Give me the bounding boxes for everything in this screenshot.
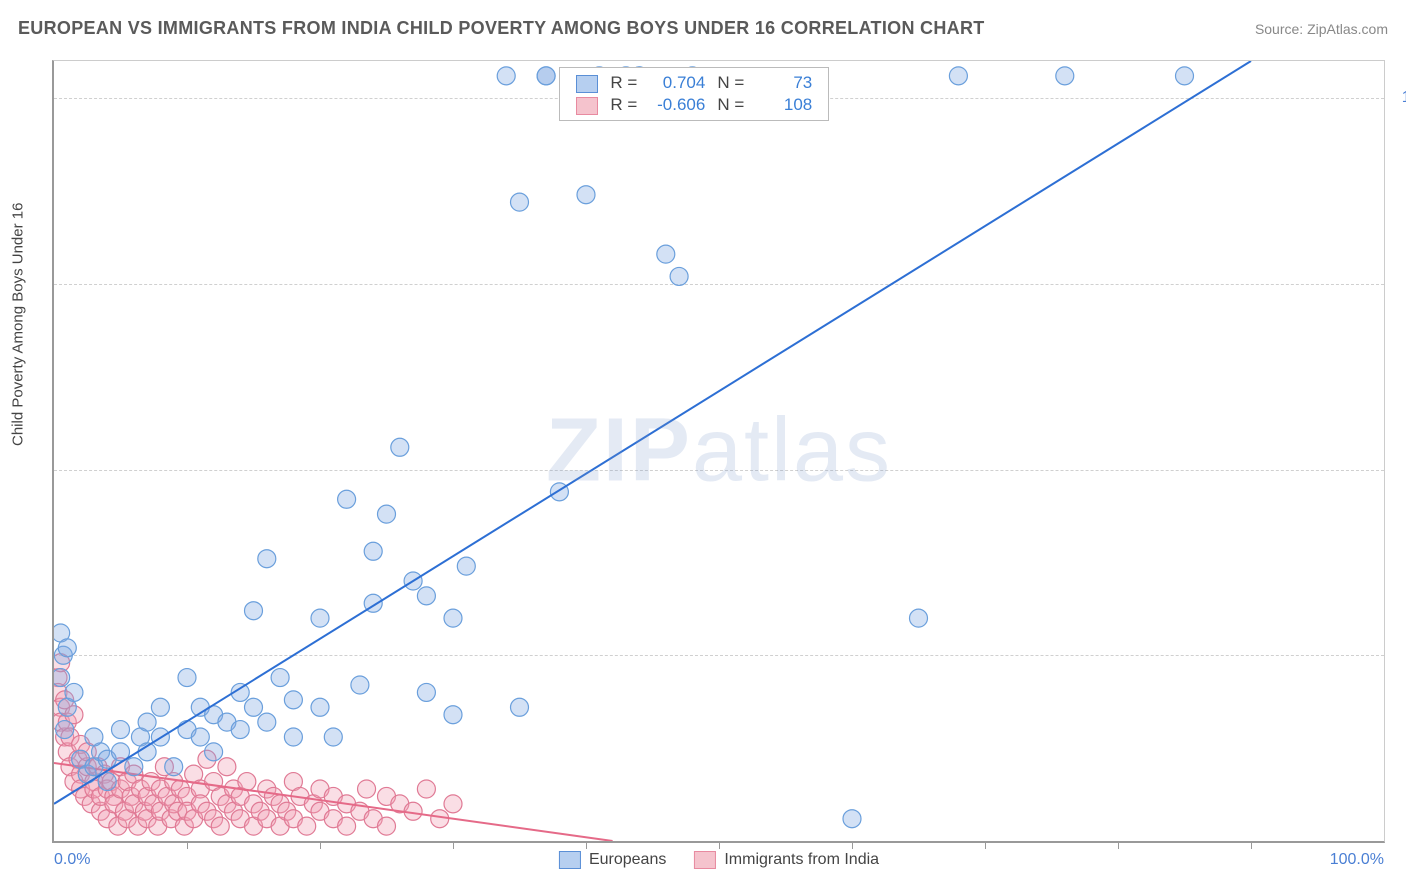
europeans-point bbox=[1176, 67, 1194, 85]
immigrants-point bbox=[218, 758, 236, 776]
n-label: N = bbox=[711, 72, 750, 94]
chart-title: EUROPEAN VS IMMIGRANTS FROM INDIA CHILD … bbox=[18, 18, 985, 39]
x-minor-tick bbox=[1118, 841, 1119, 849]
x-minor-tick bbox=[453, 841, 454, 849]
legend-label: Immigrants from India bbox=[724, 851, 879, 869]
europeans-point bbox=[511, 698, 529, 716]
europeans-point bbox=[151, 698, 169, 716]
y-tick-label: 100.0% bbox=[1402, 89, 1406, 107]
europeans-point bbox=[54, 669, 70, 687]
europeans-point bbox=[205, 743, 223, 761]
europeans-point bbox=[657, 245, 675, 263]
europeans-point bbox=[58, 639, 76, 657]
europeans-point bbox=[537, 67, 555, 85]
europeans-point bbox=[56, 721, 74, 739]
europeans-point bbox=[65, 683, 83, 701]
europeans-point bbox=[444, 706, 462, 724]
europeans-point bbox=[351, 676, 369, 694]
europeans-point bbox=[497, 67, 515, 85]
source-name: ZipAtlas.com bbox=[1307, 21, 1388, 37]
europeans-point bbox=[910, 609, 928, 627]
immigrants-point bbox=[358, 780, 376, 798]
series-legend-item: Immigrants from India bbox=[694, 851, 879, 869]
immigrants-point bbox=[298, 817, 316, 835]
immigrants-point bbox=[444, 795, 462, 813]
europeans-point bbox=[378, 505, 396, 523]
stats-legend: R = 0.704 N = 73 R = -0.606 N = 108 bbox=[559, 67, 829, 121]
europeans-point bbox=[311, 609, 329, 627]
legend-swatch bbox=[576, 75, 598, 93]
immigrants-point bbox=[338, 817, 356, 835]
europeans-point bbox=[191, 728, 209, 746]
europeans-point bbox=[417, 683, 435, 701]
europeans-point bbox=[284, 728, 302, 746]
n-value: 108 bbox=[756, 95, 812, 115]
r-value: 0.704 bbox=[649, 73, 705, 93]
europeans-point bbox=[271, 669, 289, 687]
immigrants-point bbox=[378, 817, 396, 835]
europeans-point bbox=[511, 193, 529, 211]
europeans-point bbox=[245, 698, 263, 716]
x-minor-tick bbox=[1251, 841, 1252, 849]
europeans-point bbox=[258, 550, 276, 568]
europeans-point bbox=[165, 758, 183, 776]
europeans-point bbox=[245, 602, 263, 620]
europeans-point bbox=[417, 587, 435, 605]
europeans-point bbox=[444, 609, 462, 627]
x-minor-tick bbox=[852, 841, 853, 849]
europeans-point bbox=[231, 721, 249, 739]
europeans-point bbox=[138, 713, 156, 731]
legend-swatch bbox=[576, 97, 598, 115]
europeans-point bbox=[338, 490, 356, 508]
r-label: R = bbox=[604, 72, 643, 94]
x-minor-tick bbox=[187, 841, 188, 849]
x-minor-tick bbox=[985, 841, 986, 849]
n-value: 73 bbox=[756, 73, 812, 93]
stats-legend-row: R = -0.606 N = 108 bbox=[570, 94, 818, 116]
europeans-point bbox=[178, 669, 196, 687]
x-minor-tick bbox=[719, 841, 720, 849]
source-attribution: Source: ZipAtlas.com bbox=[1255, 21, 1388, 37]
europeans-point bbox=[1056, 67, 1074, 85]
europeans-point bbox=[85, 728, 103, 746]
legend-swatch bbox=[694, 851, 716, 869]
europeans-point bbox=[258, 713, 276, 731]
x-tick-label-min: 0.0% bbox=[54, 851, 90, 869]
x-minor-tick bbox=[586, 841, 587, 849]
stats-legend-row: R = 0.704 N = 73 bbox=[570, 72, 818, 94]
source-label: Source: bbox=[1255, 21, 1303, 37]
x-minor-tick bbox=[320, 841, 321, 849]
r-value: -0.606 bbox=[649, 95, 705, 115]
europeans-point bbox=[457, 557, 475, 575]
europeans-point bbox=[112, 721, 130, 739]
europeans-point bbox=[311, 698, 329, 716]
europeans-point bbox=[125, 758, 143, 776]
y-axis-label: Child Poverty Among Boys Under 16 bbox=[10, 203, 27, 446]
europeans-point bbox=[391, 438, 409, 456]
plot-area: ZIPatlas R =0.704N =73R =-0.606N =108 25… bbox=[52, 60, 1385, 843]
immigrants-point bbox=[211, 817, 229, 835]
x-tick-label-max: 100.0% bbox=[1330, 851, 1384, 869]
europeans-point bbox=[284, 691, 302, 709]
series-legend-item: Europeans bbox=[559, 851, 666, 869]
immigrants-point bbox=[238, 773, 256, 791]
scatter-svg bbox=[54, 61, 1384, 841]
legend-label: Europeans bbox=[589, 851, 666, 869]
europeans-point bbox=[670, 267, 688, 285]
n-label: N = bbox=[711, 94, 750, 116]
r-label: R = bbox=[604, 94, 643, 116]
immigrants-point bbox=[417, 780, 435, 798]
series-legend: Europeans Immigrants from India bbox=[559, 851, 879, 869]
europeans-trendline bbox=[54, 61, 1251, 804]
europeans-point bbox=[577, 186, 595, 204]
legend-swatch bbox=[559, 851, 581, 869]
europeans-point bbox=[843, 810, 861, 828]
europeans-point bbox=[949, 67, 967, 85]
europeans-point bbox=[324, 728, 342, 746]
europeans-point bbox=[364, 542, 382, 560]
